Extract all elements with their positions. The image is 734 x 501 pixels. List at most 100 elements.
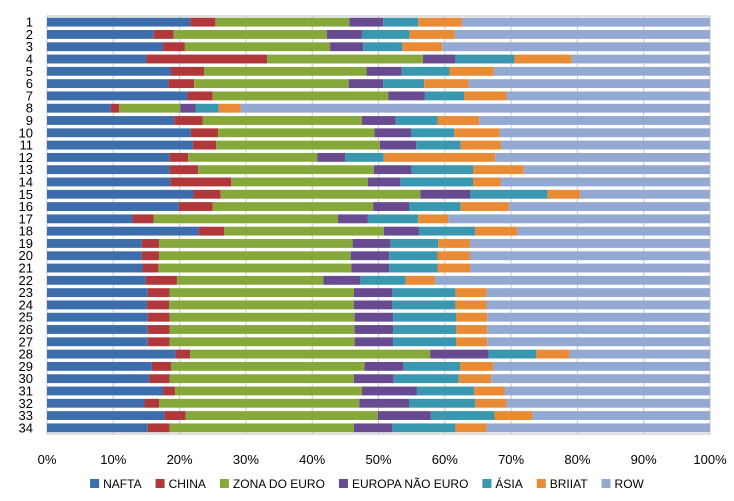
bar-segment--sia xyxy=(416,386,474,396)
category-label: 32 xyxy=(19,396,33,411)
bar-segment--sia xyxy=(360,275,406,285)
bar-segment-nafta xyxy=(47,239,142,248)
legend-label: ÁSIA xyxy=(495,476,522,491)
bar-segment-row xyxy=(499,128,710,138)
category-label: 28 xyxy=(19,347,33,362)
bar-segment-zona-do-euro xyxy=(215,17,350,27)
category-label: 14 xyxy=(19,174,33,189)
category-label: 15 xyxy=(19,187,33,202)
legend-swatch xyxy=(482,479,492,488)
bar-segment-row xyxy=(569,349,710,359)
bar-segment--sia xyxy=(363,42,403,52)
x-tick-label: 40% xyxy=(299,452,325,467)
bar-segment-row xyxy=(523,165,710,175)
bar-segment--sia xyxy=(389,251,438,261)
bar-segment-china xyxy=(174,116,203,125)
bar-segment-briiat xyxy=(473,386,505,396)
bar-segment--sia xyxy=(400,177,474,187)
bar-segment-zona-do-euro xyxy=(231,177,368,187)
x-tick-label: 50% xyxy=(365,452,391,467)
bar-segment-briiat xyxy=(473,165,524,175)
bar-segment--sia xyxy=(411,165,474,175)
legend-label: CHINA xyxy=(169,477,206,491)
bar-segment-nafta xyxy=(47,177,171,187)
bar-segment-zona-do-euro xyxy=(159,398,360,408)
bar-segment-nafta xyxy=(47,116,175,125)
bar-segment-china xyxy=(198,226,225,236)
bar-segment-zona-do-euro xyxy=(170,361,365,371)
x-tick-label: 80% xyxy=(564,452,590,467)
legend: NAFTA CHINA ZONA DO EURO EUROPA NÃO EURO ÁSI… xyxy=(90,476,645,491)
x-tick-label: 100% xyxy=(693,452,727,467)
bar-segment-zona-do-euro xyxy=(204,66,367,76)
bar-segment--sia xyxy=(430,411,495,420)
bar-segment-nafta xyxy=(47,54,147,64)
bar-segment-europa-n-o-euro xyxy=(352,239,391,248)
bar-segment-briiat xyxy=(473,177,501,187)
bar-segment-nafta xyxy=(47,226,199,236)
bar-segment-nafta xyxy=(47,251,142,261)
bar-segment-nafta xyxy=(47,337,148,347)
bar-segment-europa-n-o-euro xyxy=(354,312,394,322)
bar-segment-briiat xyxy=(456,312,488,322)
bar-segment-china xyxy=(193,189,221,199)
bar-segment-china xyxy=(141,239,160,248)
bar-segment-europa-n-o-euro xyxy=(353,288,393,298)
bar-segment--sia xyxy=(361,30,410,39)
bar-segment-europa-n-o-euro xyxy=(326,30,362,39)
category-label: 21 xyxy=(19,261,33,276)
bar-segment-row xyxy=(479,116,710,125)
legend-swatch xyxy=(219,479,229,488)
bar-segment-nafta xyxy=(47,423,148,433)
bar-segment--sia xyxy=(393,374,459,384)
bar-segment-zona-do-euro xyxy=(267,54,423,64)
bar-segment-nafta xyxy=(47,140,193,150)
bar-segment-europa-n-o-euro xyxy=(338,214,368,224)
bar-segment-zona-do-euro xyxy=(212,91,389,101)
bar-segment--sia xyxy=(392,423,456,433)
bar-segment-europa-n-o-euro xyxy=(373,165,412,175)
bar-segment-zona-do-euro xyxy=(185,411,378,420)
bar-segment-china xyxy=(110,103,120,113)
legend-label: NAFTA xyxy=(103,477,141,491)
bar-segment-europa-n-o-euro xyxy=(383,226,419,236)
bar-segment-europa-n-o-euro xyxy=(366,66,402,76)
bar-segment-row xyxy=(506,91,710,101)
bar-segment--sia xyxy=(455,54,515,64)
bar-segment-briiat xyxy=(464,91,507,101)
bar-segment-europa-n-o-euro xyxy=(354,325,394,334)
category-label: 3 xyxy=(26,39,33,54)
category-label: 18 xyxy=(19,224,33,239)
bar-segment-china xyxy=(132,214,154,224)
bar-segment-zona-do-euro xyxy=(224,226,384,236)
bar-segment-row xyxy=(501,140,710,150)
bar-segment-row xyxy=(491,374,710,384)
bar-segment-briiat xyxy=(437,116,480,125)
bar-segment-briiat xyxy=(514,54,572,64)
bar-segment-briiat xyxy=(475,226,518,236)
bar-segment-briiat xyxy=(455,288,487,298)
legend-swatch xyxy=(155,479,165,488)
bar-segment--sia xyxy=(410,128,455,138)
bar-segment-europa-n-o-euro xyxy=(353,300,393,310)
bar-segment-row xyxy=(240,103,710,113)
bar-segment-europa-n-o-euro xyxy=(364,361,404,371)
bar-segment-row xyxy=(486,423,710,433)
bar-segment-nafta xyxy=(47,42,164,52)
bar-segment-zona-do-euro xyxy=(194,79,349,89)
bar-segment-row xyxy=(454,30,710,39)
bar-segment-china xyxy=(144,398,160,408)
legend-swatch xyxy=(338,479,348,488)
bar-segment-briiat xyxy=(456,325,488,334)
bar-segment-briiat xyxy=(418,17,463,27)
bar-segment--sia xyxy=(390,239,439,248)
bar-segment-briiat xyxy=(494,411,533,420)
bar-segment-row xyxy=(442,42,710,52)
bar-segment-europa-n-o-euro xyxy=(374,128,411,138)
bar-segment-row xyxy=(448,214,710,224)
bar-segment-briiat xyxy=(438,239,470,248)
bar-segment-row xyxy=(487,337,710,347)
bar-segment-briiat xyxy=(402,42,443,52)
bar-segment-nafta xyxy=(47,411,165,420)
